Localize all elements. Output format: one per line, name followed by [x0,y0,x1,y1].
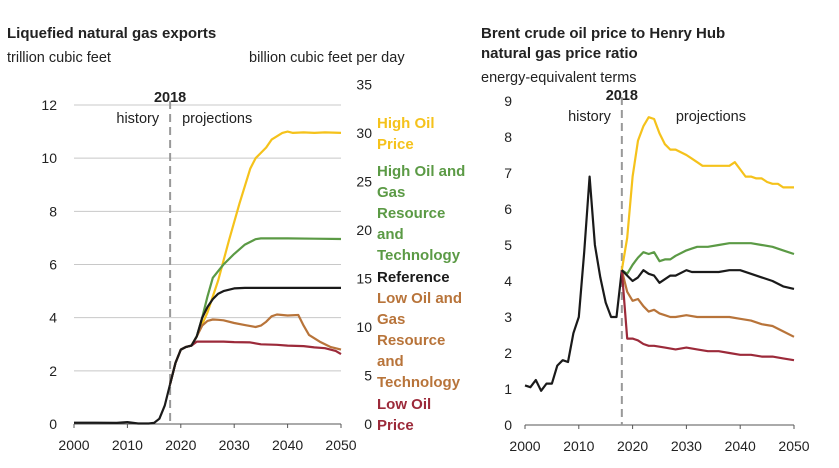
right-tick-label: 5 [364,367,372,383]
divider-year-label: 2018 [606,88,638,104]
right-tick-label: 10 [356,319,372,335]
y-tick-label: 3 [504,309,512,325]
high-oil-series-line [169,130,342,385]
legend-high-oil-label: High Oil [377,115,435,132]
y-tick-label: 4 [49,310,57,326]
right-tick-label: 30 [356,125,372,141]
lng-chart-title: Liquefied natural gas exports [7,25,216,42]
right-tick-label: 20 [356,222,372,238]
y-tick-label: 10 [41,150,57,166]
y-tick-label: 12 [41,97,57,113]
divider-year-label: 2018 [154,90,186,106]
right-tick-label: 15 [356,270,372,286]
legend-low-oil-label: Low Oil [377,396,431,413]
legend-low-oil-label: Price [377,417,414,434]
x-tick-label: 2020 [165,437,196,453]
x-tick-label: 2010 [563,438,594,454]
y-tick-label: 0 [49,416,57,432]
y-tick-label: 5 [504,237,512,253]
scenario-legend: High Oil Price High Oil and Gas Resource and T… [377,115,465,434]
x-tick-label: 2020 [617,438,648,454]
y-tick-label: 1 [504,381,512,397]
reference-series-line [169,286,341,385]
x-tick-label: 2040 [272,437,303,453]
history-label: history [116,111,159,127]
x-tick-label: 2040 [725,438,756,454]
legend-high-oil-label: Price [377,136,414,153]
x-tick-label: 2010 [112,437,143,453]
y-tick-label: 8 [49,203,57,219]
legend-high-og-label: Technology [377,247,461,264]
high-oil-series-line [620,116,794,271]
y-tick-label: 8 [504,129,512,145]
y-tick-label: 6 [49,257,57,273]
y-tick-label: 9 [504,93,512,109]
high-og-series-line [621,242,795,275]
y-tick-label: 2 [49,363,57,379]
reference-series-line [621,269,795,290]
legend-low-og-label: Gas [377,311,405,328]
legend-high-og-label: and [377,226,404,243]
history-line [524,175,623,392]
projections-label: projections [182,111,252,127]
ratio-chart-subtitle: energy-equivalent terms [481,70,637,86]
y-tick-label: 7 [504,165,512,181]
x-tick-label: 2050 [325,437,356,453]
lng-right-axis-label: billion cubic feet per day [249,50,405,66]
price-ratio-chart: 0 1 2 3 4 5 6 7 8 9 2000 2010 2020 2030 2040 2050 2018 hi… [504,88,810,454]
legend-reference-label: Reference [377,269,450,286]
x-tick-label: 2000 [58,437,89,453]
projections-label: projections [676,109,746,125]
x-tick-label: 2030 [219,437,250,453]
legend-low-og-label: Technology [377,374,461,391]
legend-low-og-label: Low Oil and [377,290,462,307]
x-tick-label: 2030 [671,438,702,454]
high-og-series-line [169,237,342,385]
low-og-series-line [169,313,342,385]
right-tick-label: 35 [356,76,372,92]
lng-left-axis-label: trillion cubic feet [7,50,111,66]
x-tick-label: 2000 [509,438,540,454]
x-tick-label: 2050 [778,438,809,454]
legend-high-og-label: Gas [377,184,405,201]
legend-low-og-label: and [377,353,404,370]
ratio-chart-title-line-1: Brent crude oil price to Henry Hub [481,25,725,42]
legend-low-og-label: Resource [377,332,445,349]
legend-high-og-label: High Oil and [377,163,465,180]
y-tick-label: 4 [504,273,512,289]
low-og-series-line [620,269,795,338]
y-tick-label: 2 [504,345,512,361]
history-line [74,383,172,425]
y-tick-label: 0 [504,417,512,433]
low-oil-series-line [620,270,795,362]
low-oil-series-line [169,340,342,385]
legend-high-og-label: Resource [377,205,445,222]
lng-exports-chart: 0 2 4 6 8 10 12 0 5 10 15 20 25 30 35 2000 2010 2020 2030 2… [41,76,372,453]
right-tick-label: 25 [356,173,372,189]
ratio-chart-title-line-2: natural gas price ratio [481,45,638,62]
right-tick-label: 0 [364,416,372,432]
history-label: history [568,109,611,125]
y-tick-label: 6 [504,201,512,217]
